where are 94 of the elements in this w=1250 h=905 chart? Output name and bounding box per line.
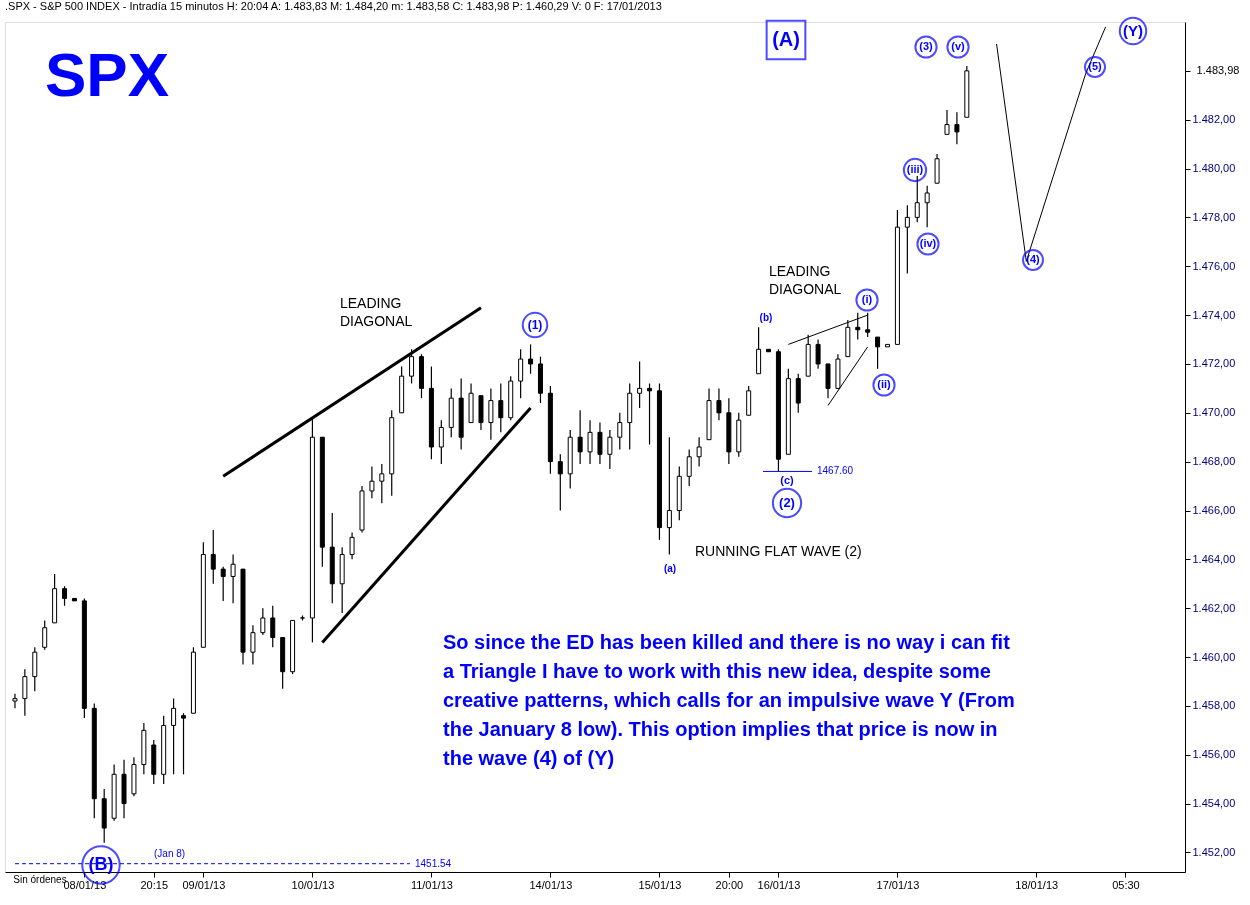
y-tick-label: 1.462,00 xyxy=(1192,601,1236,614)
candlestick xyxy=(181,712,187,775)
candlestick xyxy=(270,605,276,648)
annotation: (c) xyxy=(780,474,795,486)
candlestick xyxy=(686,448,692,487)
candlestick xyxy=(220,566,226,602)
candlestick xyxy=(944,109,950,135)
text: Sin órdenes xyxy=(13,874,67,885)
annotation: (1) xyxy=(527,318,543,332)
candlestick xyxy=(369,465,375,499)
x-tick-label: 20:15 xyxy=(140,878,169,891)
candlestick xyxy=(904,204,910,275)
x-tick-label: 20:00 xyxy=(715,878,744,891)
annotation: (5) xyxy=(1088,60,1103,72)
candlestick xyxy=(528,343,534,375)
x-tick-label: 10/01/13 xyxy=(291,878,335,891)
candlestick xyxy=(587,419,593,465)
candlestick xyxy=(696,436,702,468)
annotation: (ii) xyxy=(877,378,892,390)
annotation: RUNNING FLAT WAVE (2) xyxy=(695,543,862,559)
y-tick-label: 1.480,00 xyxy=(1192,162,1236,175)
x-tick-label: 05:30 xyxy=(1112,878,1140,891)
annotation: So since the ED has been killed and there is no way i can fit a Triangle I have to work with this new idea, despite some creative patterns, which calls for an impulsive wave Y (From the January 8 low). This option implies that price is now in the wave (4) of (Y) xyxy=(443,631,1015,769)
candlestick xyxy=(12,693,18,709)
candlestick xyxy=(617,412,623,451)
candlestick xyxy=(42,619,48,651)
candlestick xyxy=(637,360,643,409)
annotation: LEADING DIAGONAL xyxy=(340,294,413,329)
y-tick-label: 1.458,00 xyxy=(1192,699,1236,712)
candlestick xyxy=(954,111,960,145)
candlestick xyxy=(498,382,504,433)
annotation: (4) xyxy=(1026,253,1041,265)
candlestick xyxy=(22,668,28,717)
candlestick xyxy=(210,529,216,585)
annotation: (iv) xyxy=(919,237,937,249)
y-tick-label: 1.474,00 xyxy=(1192,308,1236,321)
annotation: (Jan 8) xyxy=(154,848,186,859)
x-tick-label: 17/01/13 xyxy=(876,878,920,891)
y-tick-label: 1.456,00 xyxy=(1192,748,1236,761)
text: 1.483,98 xyxy=(1196,64,1240,76)
annotation: (B) xyxy=(88,854,114,874)
annotation: (a) xyxy=(663,563,677,574)
annotation: (b) xyxy=(759,312,773,323)
candlestick xyxy=(250,624,256,665)
annotation: (3) xyxy=(919,40,934,52)
annotation: (A) xyxy=(772,28,800,50)
y-tick-label: 1.460,00 xyxy=(1192,650,1236,663)
y-tick-label: 1.478,00 xyxy=(1192,210,1236,223)
annotation: (i) xyxy=(861,293,873,305)
y-tick-label: 1.464,00 xyxy=(1192,552,1236,565)
y-tick-label: 1.482,00 xyxy=(1192,113,1236,126)
ref-line-label: 1451.54 xyxy=(415,857,452,869)
candlestick xyxy=(914,175,920,223)
x-tick-label: 14/01/13 xyxy=(529,878,573,891)
annotation: (Y) xyxy=(1123,22,1143,39)
chart-subtitle: .SPX - S&P 500 INDEX - Intradía 15 minutos H: 20:04 A: 1.483,83 M: 1.484,20 m: 1.483,58 C: 1.483,98 P: 1.460,29 V: 0 F: 17/01/2013 xyxy=(5,0,662,12)
candlestick xyxy=(597,421,603,465)
annotation: (v) xyxy=(951,40,966,52)
x-tick-label: 15/01/13 xyxy=(638,878,682,891)
candlestick xyxy=(409,348,415,385)
y-tick-label: 1.470,00 xyxy=(1192,406,1236,419)
candlestick xyxy=(171,697,177,775)
x-tick-label: 18/01/13 xyxy=(1015,878,1059,891)
y-tick-label: 1.466,00 xyxy=(1192,504,1236,517)
candlestick xyxy=(647,382,653,446)
y-tick-label: 1.468,00 xyxy=(1192,455,1236,468)
annotation: (iii) xyxy=(906,163,924,175)
annotation: LEADING DIAGONAL xyxy=(769,262,842,297)
candlestick xyxy=(438,419,444,465)
candlestick xyxy=(379,463,385,504)
candlestick xyxy=(666,436,672,556)
candlestick xyxy=(716,387,722,421)
candlestick xyxy=(518,348,524,399)
x-tick-label: 11/01/13 xyxy=(410,878,453,891)
candlestick xyxy=(557,453,563,512)
chart-title: SPX xyxy=(45,40,170,109)
annotation: (2) xyxy=(779,495,795,510)
candlestick xyxy=(577,409,583,465)
x-tick-label: 09/01/13 xyxy=(182,878,226,891)
candlestick xyxy=(607,429,613,470)
candlestick xyxy=(349,531,355,560)
candlestick xyxy=(260,607,266,636)
ref-line-label: 1467.60 xyxy=(817,465,854,477)
candlestick xyxy=(62,585,68,607)
candlestick xyxy=(230,553,236,604)
x-tick-label: 16/01/13 xyxy=(757,878,801,891)
y-tick-label: 1.454,00 xyxy=(1192,797,1236,810)
y-tick-label: 1.476,00 xyxy=(1192,259,1236,272)
candlestick xyxy=(488,387,494,441)
candlestick xyxy=(875,336,881,370)
candlestick xyxy=(924,185,930,228)
candlestick xyxy=(815,338,821,370)
y-tick-label: 1.472,00 xyxy=(1192,357,1236,370)
y-tick-label: 1.452,00 xyxy=(1192,845,1236,858)
